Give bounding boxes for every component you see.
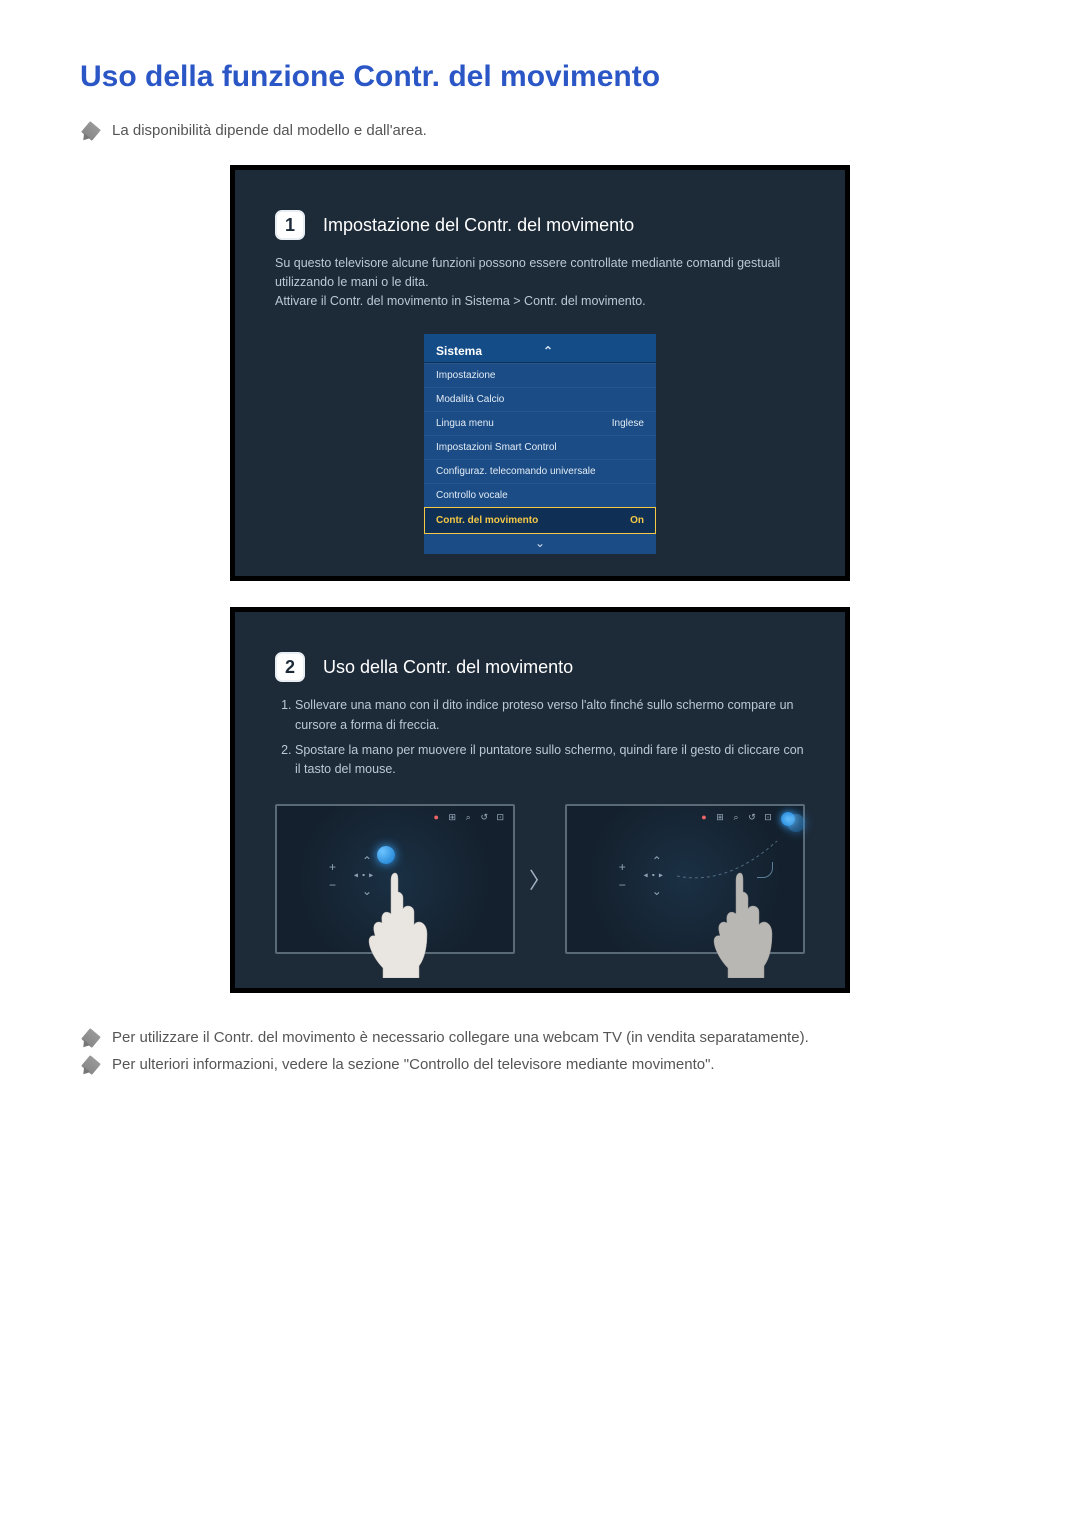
tv-menu-item: Modalità Calcio xyxy=(424,387,656,411)
topbar-icon: ⊞ xyxy=(447,812,457,822)
tv-menu-item: Impostazione xyxy=(424,363,656,387)
tv-menu-highlight-value: On xyxy=(630,515,644,526)
topbar-icon: ● xyxy=(699,812,709,822)
tv-menu-item-label: Impostazione xyxy=(436,370,495,381)
tv-menu-header: Sistema ⌃ xyxy=(424,334,656,363)
step-badge-1: 1 xyxy=(275,210,305,240)
topbar-icon: ● xyxy=(431,812,441,822)
pointer-icon xyxy=(787,814,805,832)
nav-up-icon: ⌃ xyxy=(652,854,662,868)
tv-menu-item: Configuraz. telecomando universale xyxy=(424,459,656,483)
tv-menu-highlight: Contr. del movimento On xyxy=(424,507,656,534)
list-item: Spostare la mano per muovere il puntator… xyxy=(295,741,805,780)
step-desc-1b: Attivare il Contr. del movimento in Sist… xyxy=(275,294,646,308)
list-item: Sollevare una mano con il dito indice pr… xyxy=(295,696,805,735)
panel-step-2: 2 Uso della Contr. del movimento Solleva… xyxy=(230,607,850,993)
tv-menu-item: Lingua menu Inglese xyxy=(424,411,656,435)
step-desc-1: Su questo televisore alcune funzioni pos… xyxy=(275,254,805,310)
tv-menu-item: Impostazioni Smart Control xyxy=(424,435,656,459)
intro-note-text: La disponibilità dipende dal modello e d… xyxy=(112,122,427,139)
nav-up-icon: ⌃ xyxy=(362,854,372,868)
nav-minus-icon: − xyxy=(329,878,336,892)
pencil-icon xyxy=(81,1028,101,1048)
chevron-up-icon: ⌃ xyxy=(482,344,614,358)
pencil-icon xyxy=(81,121,101,141)
footer-note-text: Per ulteriori informazioni, vedere la se… xyxy=(112,1056,715,1073)
chevron-down-icon: ⌄ xyxy=(424,534,656,554)
tv-menu-item-value: Inglese xyxy=(612,418,644,429)
step-badge-2: 2 xyxy=(275,652,305,682)
nav-minus-icon: − xyxy=(619,878,626,892)
topbar-icon: ↺ xyxy=(479,812,489,822)
topbar-icon: ⊡ xyxy=(495,812,505,822)
topbar-icon: ⌕ xyxy=(731,812,741,822)
tv-menu-item-label: Impostazioni Smart Control xyxy=(436,442,557,453)
topbar-icon: ↺ xyxy=(747,812,757,822)
tv-menu: Sistema ⌃ Impostazione Modalità Calcio Lin… xyxy=(424,334,656,554)
tv-menu-highlight-label: Contr. del movimento xyxy=(436,515,538,526)
step-title-2: Uso della Contr. del movimento xyxy=(323,657,573,678)
nav-down-icon: ⌄ xyxy=(362,884,372,898)
topbar-icon: ⌕ xyxy=(463,812,473,822)
nav-plus-icon: + xyxy=(619,860,626,874)
tv-menu-item-label: Controllo vocale xyxy=(436,490,508,501)
step-list: Sollevare una mano con il dito indice pr… xyxy=(275,696,805,780)
footer-note: Per utilizzare il Contr. del movimento è… xyxy=(84,1029,1000,1046)
tv-frame-2: ● ⊞ ⌕ ↺ ⊡ ⌃ ⌄ + − ◂ ▪ ▸ xyxy=(565,804,805,954)
tv-menu-item: Controllo vocale xyxy=(424,483,656,507)
topbar-icon: ⊡ xyxy=(763,812,773,822)
step-desc-1a: Su questo televisore alcune funzioni pos… xyxy=(275,256,780,289)
footer-note: Per ulteriori informazioni, vedere la se… xyxy=(84,1056,1000,1073)
tv-menu-item-label: Lingua menu xyxy=(436,418,494,429)
next-arrow-icon: 〉 xyxy=(527,866,552,892)
footer-note-text: Per utilizzare il Contr. del movimento è… xyxy=(112,1029,809,1046)
panel-step-1: 1 Impostazione del Contr. del movimento … xyxy=(230,165,850,581)
pointer-icon xyxy=(377,846,395,864)
topbar-icons: ● ⊞ ⌕ ↺ ⊡ xyxy=(431,812,505,822)
tv-frame-1: ● ⊞ ⌕ ↺ ⊡ ⌃ ⌄ + − ◂ ▪ ▸ xyxy=(275,804,515,954)
page-title: Uso della funzione Contr. del movimento xyxy=(80,60,1000,94)
nav-down-icon: ⌄ xyxy=(652,884,662,898)
tv-menu-item-label: Configuraz. telecomando universale xyxy=(436,466,596,477)
intro-note: La disponibilità dipende dal modello e d… xyxy=(84,122,1000,139)
nav-plus-icon: + xyxy=(329,860,336,874)
nav-center-icon: ◂ ▪ ▸ xyxy=(644,870,664,879)
pencil-icon xyxy=(81,1055,101,1075)
demo-row: ● ⊞ ⌕ ↺ ⊡ ⌃ ⌄ + − ◂ ▪ ▸ 〉 xyxy=(275,804,805,954)
tv-menu-item-label: Modalità Calcio xyxy=(436,394,504,405)
topbar-icons: ● ⊞ ⌕ ↺ ⊡ xyxy=(699,812,795,826)
topbar-icon: ⊞ xyxy=(715,812,725,822)
step-title-1: Impostazione del Contr. del movimento xyxy=(323,215,634,236)
nav-center-icon: ◂ ▪ ▸ xyxy=(354,870,374,879)
motion-path-icon xyxy=(677,836,787,886)
tv-menu-header-label: Sistema xyxy=(436,344,482,358)
